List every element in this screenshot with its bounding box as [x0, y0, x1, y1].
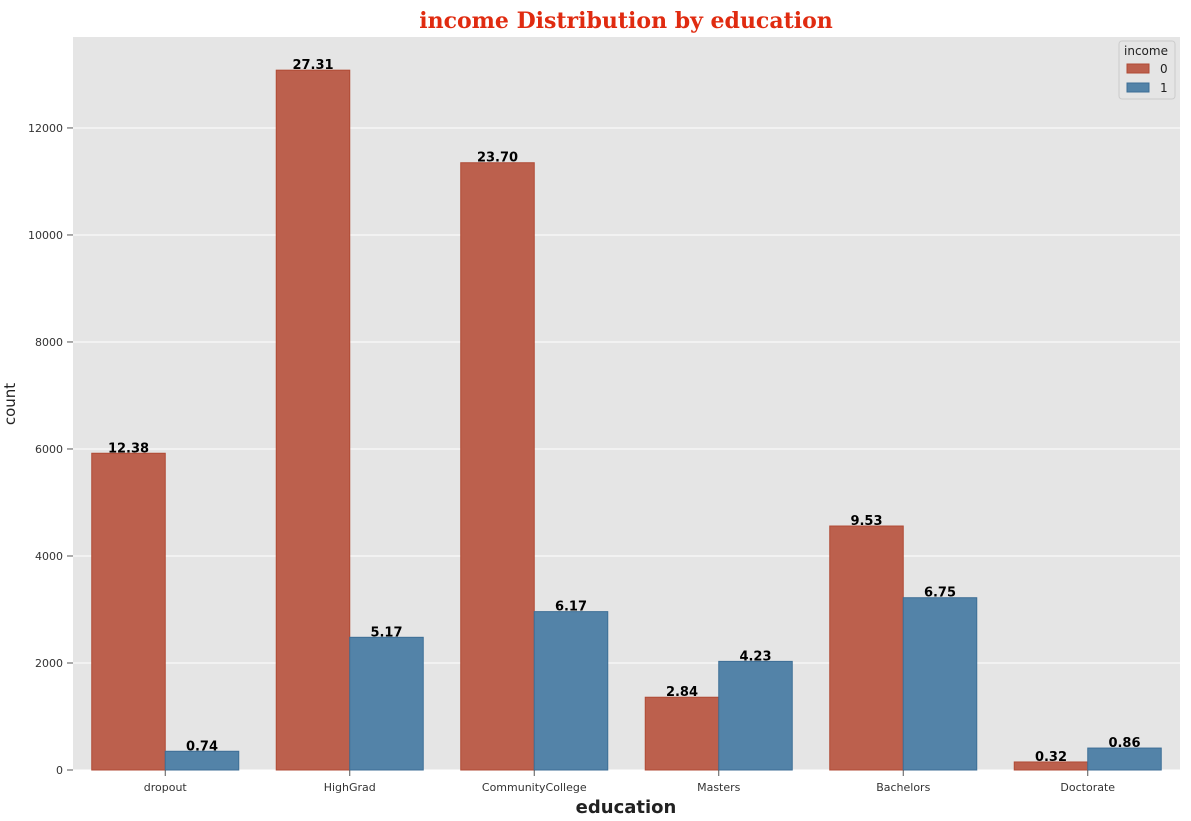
legend: income 0 1	[1118, 40, 1176, 100]
y-tick-label: 8000	[35, 336, 63, 349]
grid-lines	[73, 127, 1180, 771]
bar-value-labels: 12.38 0.74 27.31 5.17 23.70 6.17 2.84 4.23 9.53 6…	[108, 58, 1141, 765]
bar-value-label: 0.32	[1035, 750, 1067, 765]
x-tick-label: Masters	[697, 781, 741, 794]
bar	[644, 696, 720, 771]
bar	[91, 452, 166, 771]
x-axis-ticks: dropout HighGrad CommunityCollege Masters Ba…	[144, 770, 1115, 794]
bar	[533, 611, 609, 771]
bar-value-label: 27.31	[292, 58, 333, 73]
plot-background	[73, 37, 1180, 770]
y-tick-label: 2000	[35, 657, 63, 670]
bar-value-label: 6.17	[555, 600, 587, 615]
bar-value-label: 0.86	[1108, 736, 1140, 751]
y-tick-label: 12000	[28, 122, 63, 135]
legend-swatch	[1126, 63, 1150, 74]
chart-title: income Distribution by education	[419, 8, 833, 34]
bar	[460, 162, 535, 771]
legend-entry-label: 1	[1160, 81, 1168, 95]
bar-value-label: 12.38	[108, 441, 149, 456]
bar	[902, 597, 978, 771]
y-tick-label: 10000	[28, 229, 63, 242]
legend-swatch	[1126, 82, 1150, 93]
y-axis-title: count	[1, 383, 19, 425]
x-tick-label: CommunityCollege	[482, 781, 587, 794]
x-tick-label: Doctorate	[1060, 781, 1115, 794]
y-axis-ticks: 0 2000 4000 6000 8000 10000 12000	[28, 122, 73, 777]
bar-value-label: 6.75	[924, 586, 956, 601]
y-tick-label: 4000	[35, 550, 63, 563]
y-tick-label: 0	[56, 764, 63, 777]
bar	[829, 525, 904, 771]
bar	[718, 660, 793, 771]
legend-entry-label: 0	[1160, 62, 1168, 76]
bar-value-label: 2.84	[666, 685, 698, 700]
bar	[1087, 747, 1162, 771]
bar	[275, 69, 351, 771]
x-tick-label: Bachelors	[876, 781, 930, 794]
legend-title: income	[1124, 44, 1168, 58]
bar-value-label: 9.53	[850, 514, 882, 529]
bars	[91, 69, 1162, 771]
bar	[164, 750, 240, 771]
bar-value-label: 4.23	[739, 649, 771, 664]
x-tick-label: dropout	[144, 781, 188, 794]
bar-value-label: 5.17	[370, 625, 402, 640]
x-tick-label: HighGrad	[324, 781, 376, 794]
bar	[349, 636, 424, 771]
bar-value-label: 23.70	[477, 151, 518, 166]
x-axis-title: education	[576, 797, 677, 818]
y-tick-label: 6000	[35, 443, 63, 456]
bar-value-label: 0.74	[186, 739, 218, 754]
